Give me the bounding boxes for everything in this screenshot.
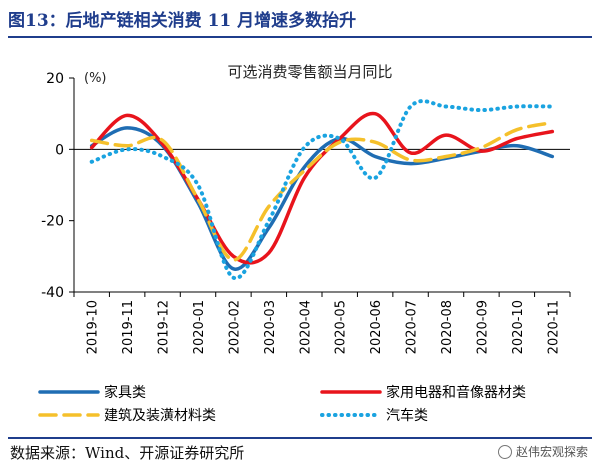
chart-title: 可选消费零售额当月同比 <box>227 63 392 81</box>
x-tick-label: 2019-10 <box>86 300 101 354</box>
x-tick-label: 2019-12 <box>157 300 172 354</box>
x-tick-label: 2020-09 <box>475 300 490 354</box>
wechat-icon <box>497 445 512 459</box>
title-divider <box>8 36 592 38</box>
series-layer <box>89 99 555 281</box>
x-tick-label: 2020-02 <box>227 300 242 354</box>
x-tick-label: 2020-04 <box>298 300 313 354</box>
legend-label: 汽车类 <box>386 407 428 424</box>
legend-label: 建筑及装潢材料类 <box>104 408 216 424</box>
x-tick-label: 2019-11 <box>121 300 136 354</box>
legend-label: 家用电器和音像器材类 <box>386 384 526 401</box>
x-tick-label: 2020-06 <box>369 300 384 354</box>
x-tick-label: 2020-01 <box>192 300 207 354</box>
series-line <box>89 99 555 281</box>
watermark: 赵伟宏观探索 <box>497 443 588 460</box>
x-tick-label: 2020-03 <box>263 300 278 354</box>
x-tick-label: 2020-11 <box>546 300 561 354</box>
x-tick-label: 2020-10 <box>511 300 526 354</box>
x-tick-label: 2020-07 <box>405 300 420 354</box>
source-divider <box>8 437 592 439</box>
figure-title: 图13：后地产链相关消费 11 月增速多数抬升 <box>8 11 357 31</box>
x-tick-label: 2020-05 <box>334 300 349 354</box>
y-tick-label: -20 <box>41 214 64 230</box>
x-tick-label: 2020-08 <box>440 300 455 354</box>
chart-axes: 20 0 -20 -40 2019-10 2019-11 2019-12 2020-01 202… <box>41 71 571 354</box>
source-note: 数据来源：Wind、开源证券研究所 <box>10 444 245 462</box>
y-tick-label: -40 <box>41 285 64 301</box>
y-axis-unit-label: (%) <box>84 71 107 86</box>
series-line <box>89 120 555 262</box>
y-tick-label: 20 <box>46 71 64 87</box>
watermark-text: 赵伟宏观探索 <box>515 445 588 459</box>
series-line <box>89 111 555 265</box>
legend-label: 家具类 <box>104 384 146 401</box>
y-tick-label: 0 <box>55 142 64 158</box>
